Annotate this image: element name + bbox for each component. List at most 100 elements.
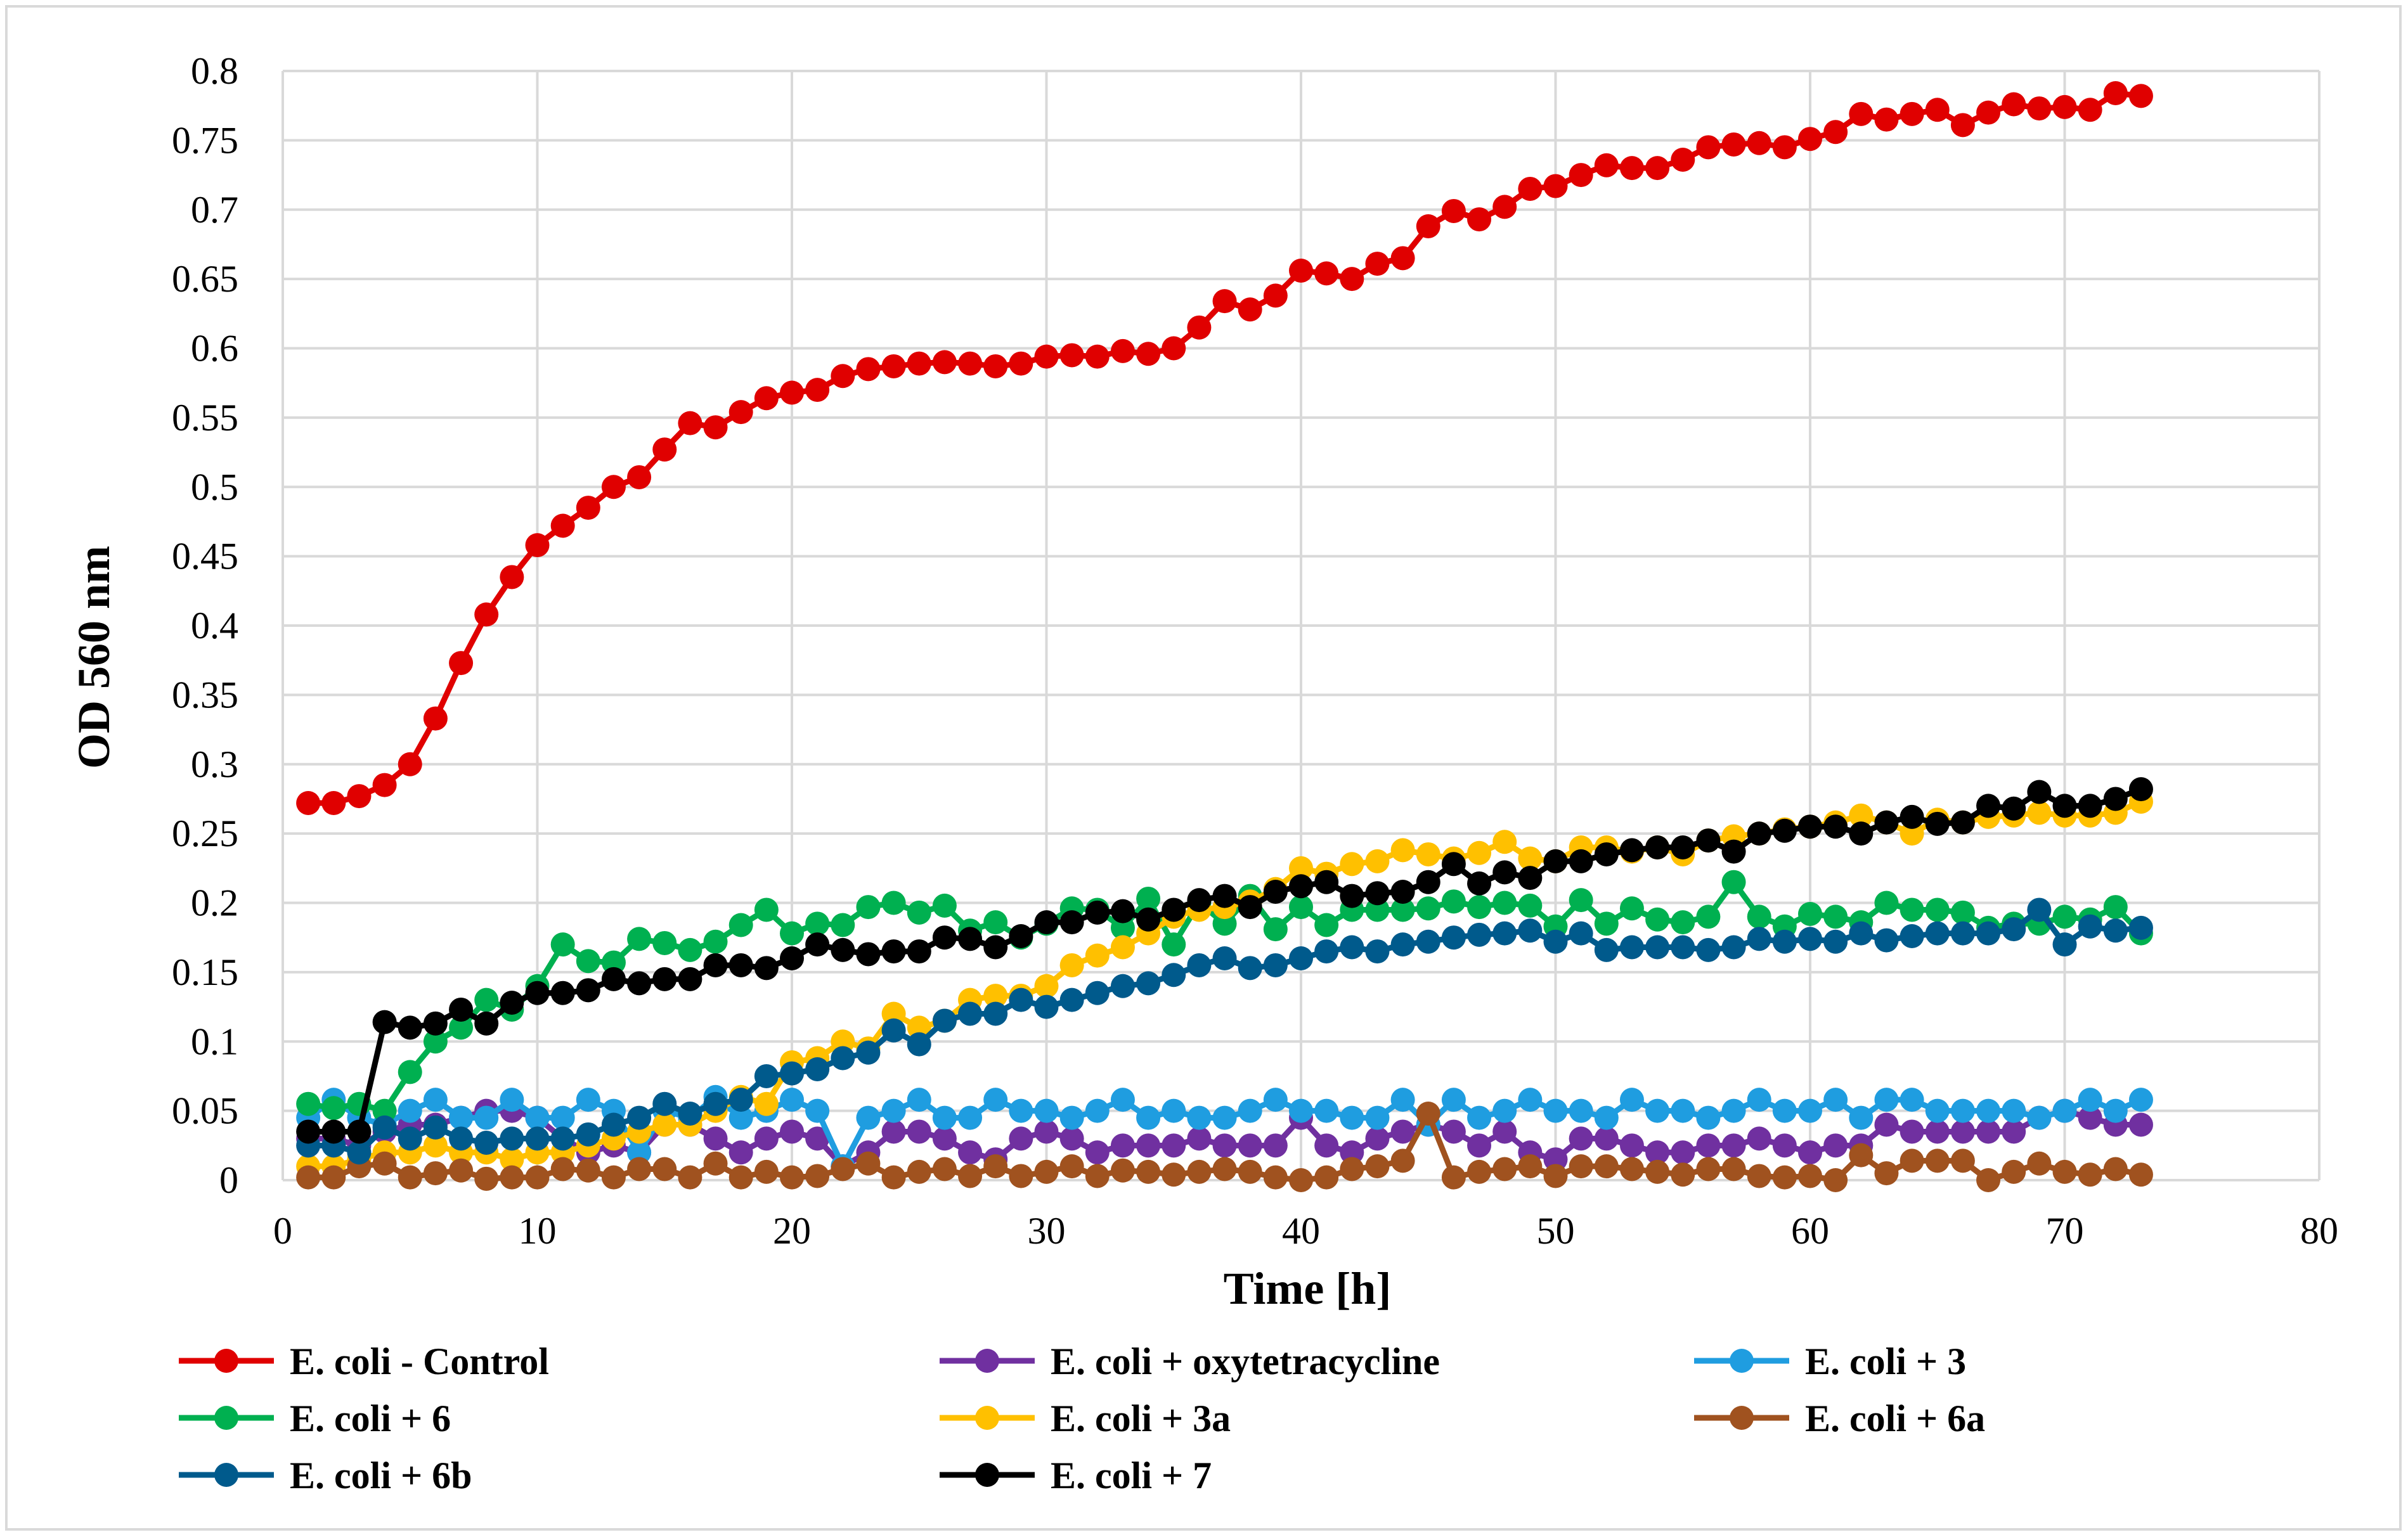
data-point xyxy=(2027,1151,2052,1176)
data-point xyxy=(907,351,931,376)
data-point xyxy=(1085,1140,1110,1165)
data-point xyxy=(1543,1147,1568,1172)
data-point xyxy=(321,791,346,815)
data-point xyxy=(1416,929,1440,954)
data-point xyxy=(1467,871,1492,896)
data-point xyxy=(907,1159,931,1184)
data-point xyxy=(1900,897,1924,922)
legend-item: E. coli - Control xyxy=(179,1341,549,1382)
data-point xyxy=(1085,943,1110,968)
legend-swatch-marker xyxy=(1730,1349,1754,1373)
data-point xyxy=(1900,101,1924,126)
data-point xyxy=(881,891,906,915)
data-point xyxy=(1416,214,1440,238)
data-point xyxy=(1772,135,1797,160)
data-point xyxy=(907,939,931,964)
data-point xyxy=(932,925,957,950)
data-point xyxy=(1747,1088,1771,1112)
data-point xyxy=(1950,900,1975,925)
data-point xyxy=(1696,828,1721,853)
data-point xyxy=(449,1158,474,1183)
data-point xyxy=(1721,839,1746,864)
data-point xyxy=(1289,1098,1313,1123)
data-point xyxy=(1289,946,1313,970)
data-point xyxy=(1365,1154,1390,1179)
data-point xyxy=(576,1122,600,1147)
data-point xyxy=(932,893,957,918)
data-point xyxy=(1365,897,1390,922)
data-point xyxy=(1874,891,1899,915)
data-point xyxy=(780,1088,804,1112)
data-point xyxy=(1645,1140,1670,1165)
data-point xyxy=(1314,261,1339,286)
data-point xyxy=(2128,777,2153,802)
data-point xyxy=(1594,911,1619,936)
data-point xyxy=(321,1119,346,1144)
data-point xyxy=(1543,849,1568,873)
legend-item: E. coli + 6b xyxy=(179,1455,472,1496)
data-point xyxy=(1772,1098,1797,1123)
y-axis-title: OD 560 nm xyxy=(68,546,119,769)
data-point xyxy=(1900,804,1924,829)
data-point xyxy=(1976,794,2001,818)
data-point xyxy=(881,1098,906,1123)
data-point xyxy=(1950,810,1975,835)
data-point xyxy=(958,927,983,951)
data-point xyxy=(1314,1133,1339,1158)
data-point xyxy=(1212,1105,1237,1130)
data-point xyxy=(1696,1157,1721,1181)
data-point xyxy=(1823,1088,1848,1112)
data-point xyxy=(1136,886,1161,911)
data-point xyxy=(983,1001,1008,1026)
data-point xyxy=(1289,1168,1313,1192)
data-point xyxy=(652,967,677,991)
series-e-coli-7 xyxy=(296,777,2153,1144)
data-point xyxy=(1696,937,1721,962)
data-point xyxy=(2078,98,2102,122)
data-point xyxy=(1162,1098,1186,1123)
data-point xyxy=(398,1060,422,1084)
data-point xyxy=(1645,1098,1670,1123)
data-point xyxy=(1798,1140,1822,1165)
data-point xyxy=(1263,880,1288,904)
data-point xyxy=(1671,1162,1695,1187)
data-point xyxy=(1518,918,1543,943)
data-point xyxy=(1874,107,1899,132)
data-point xyxy=(652,1112,677,1137)
data-point xyxy=(2078,1105,2102,1130)
data-point xyxy=(754,956,779,981)
data-point xyxy=(1594,153,1619,177)
data-point xyxy=(780,1165,804,1190)
data-point xyxy=(1365,1126,1390,1151)
data-point xyxy=(372,1115,397,1140)
data-point xyxy=(550,1126,575,1151)
data-point xyxy=(831,1046,855,1071)
data-point xyxy=(1340,935,1364,960)
data-point xyxy=(1976,1168,2001,1192)
data-point xyxy=(321,1096,346,1121)
data-point xyxy=(2027,897,2052,922)
legend-swatch-marker xyxy=(214,1349,238,1373)
data-point xyxy=(958,351,983,376)
data-point xyxy=(1518,1154,1543,1179)
data-point xyxy=(1212,946,1237,970)
data-point xyxy=(550,1105,575,1130)
data-point xyxy=(1798,902,1822,926)
data-point xyxy=(1340,884,1364,908)
data-point xyxy=(1849,921,1874,946)
data-point xyxy=(1619,1133,1644,1158)
data-point xyxy=(2103,895,2128,920)
data-point xyxy=(1569,888,1593,913)
data-point xyxy=(907,1119,931,1144)
data-point xyxy=(1518,176,1543,201)
legend-label: E. coli + 3 xyxy=(1805,1341,1966,1382)
data-point xyxy=(728,1165,753,1190)
data-point xyxy=(1162,963,1186,987)
legend-label: E. coli + 6 xyxy=(290,1398,451,1439)
data-point xyxy=(1950,921,1975,946)
data-point xyxy=(1289,895,1313,920)
data-point xyxy=(2078,794,2102,818)
data-point xyxy=(1441,925,1466,950)
y-tick-label: 0.35 xyxy=(172,674,238,716)
data-point xyxy=(728,1088,753,1112)
